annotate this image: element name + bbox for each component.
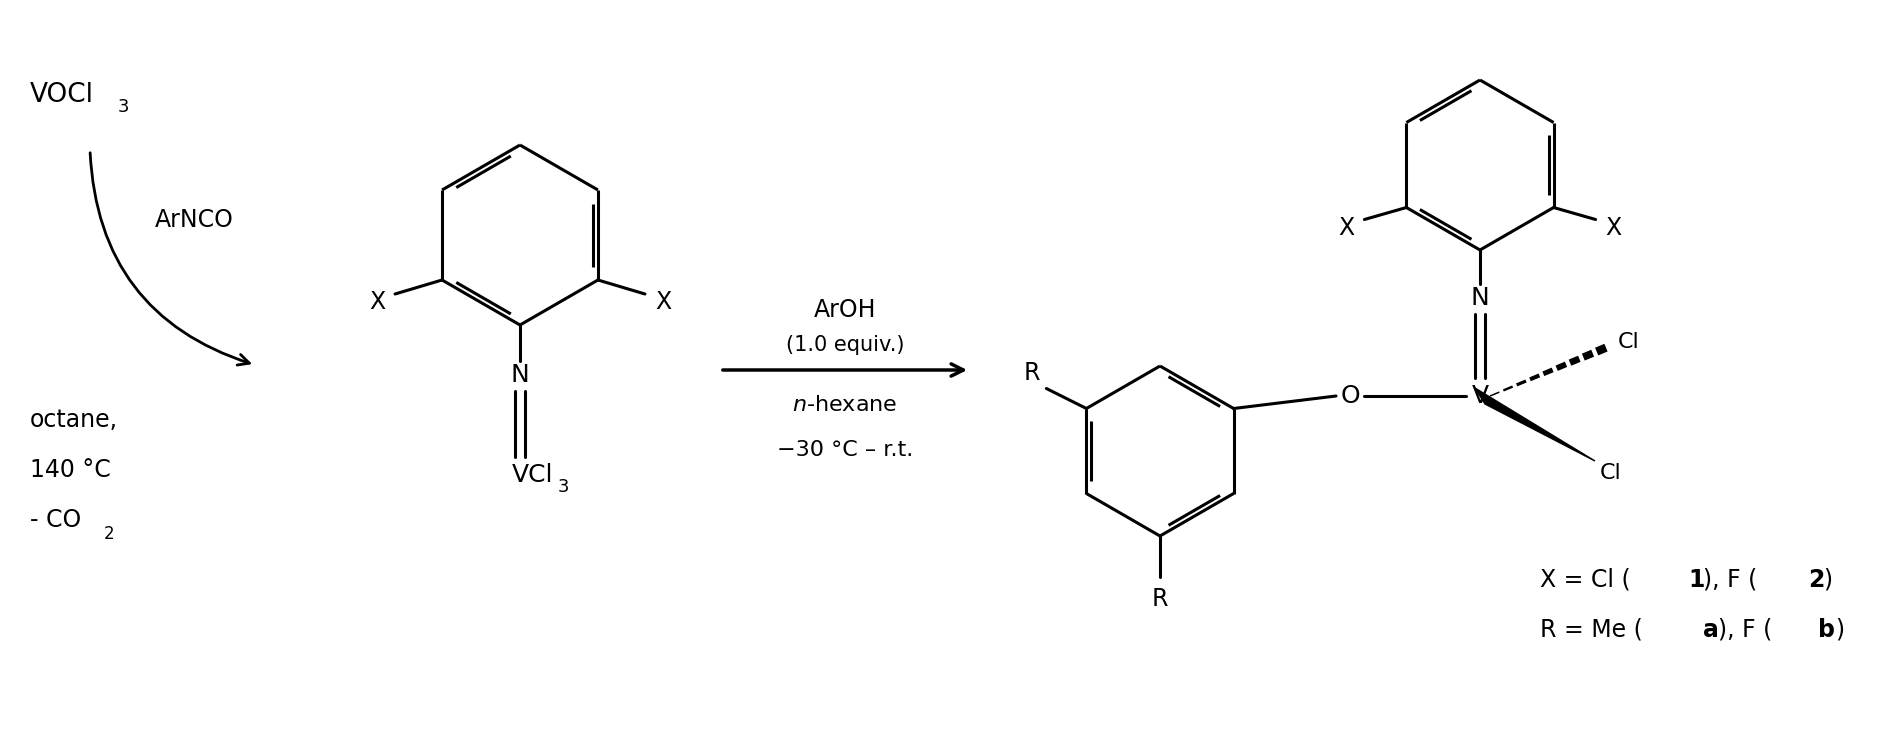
Polygon shape xyxy=(1474,388,1594,461)
Text: R: R xyxy=(1151,587,1168,611)
Text: ), F (: ), F ( xyxy=(1718,618,1773,642)
Text: - CO: - CO xyxy=(30,508,82,532)
Text: 2: 2 xyxy=(104,525,114,543)
Text: b: b xyxy=(1818,618,1835,642)
Text: −30 °C – r.t.: −30 °C – r.t. xyxy=(777,440,914,460)
Text: VCl: VCl xyxy=(511,463,553,487)
Text: N: N xyxy=(511,363,530,387)
Text: X: X xyxy=(656,290,671,314)
Text: X: X xyxy=(369,290,386,314)
Text: $n$-hexane: $n$-hexane xyxy=(792,395,897,415)
Text: Cl: Cl xyxy=(1619,332,1640,352)
Text: a: a xyxy=(1702,618,1720,642)
Text: (1.0 equiv.): (1.0 equiv.) xyxy=(787,335,904,355)
Text: 1: 1 xyxy=(1687,568,1704,592)
Text: 3: 3 xyxy=(559,478,570,496)
Text: ): ) xyxy=(1822,568,1832,592)
Text: octane,: octane, xyxy=(30,408,118,432)
Text: ), F (: ), F ( xyxy=(1702,568,1758,592)
Text: X = Cl (: X = Cl ( xyxy=(1541,568,1630,592)
FancyArrowPatch shape xyxy=(89,153,249,365)
Text: 3: 3 xyxy=(118,98,129,116)
Text: Cl: Cl xyxy=(1600,463,1623,483)
Text: X: X xyxy=(1338,215,1355,240)
Text: X: X xyxy=(1606,215,1623,240)
Text: ): ) xyxy=(1835,618,1845,642)
Text: ArOH: ArOH xyxy=(813,298,876,322)
Text: V: V xyxy=(1471,384,1488,408)
Text: 2: 2 xyxy=(1809,568,1824,592)
Text: R: R xyxy=(1022,360,1039,385)
Text: VOCl: VOCl xyxy=(30,82,93,108)
Text: O: O xyxy=(1340,384,1360,408)
Text: N: N xyxy=(1471,286,1490,310)
Text: 140 °C: 140 °C xyxy=(30,458,110,482)
Text: R = Me (: R = Me ( xyxy=(1541,618,1644,642)
Text: ArNCO: ArNCO xyxy=(156,208,234,232)
